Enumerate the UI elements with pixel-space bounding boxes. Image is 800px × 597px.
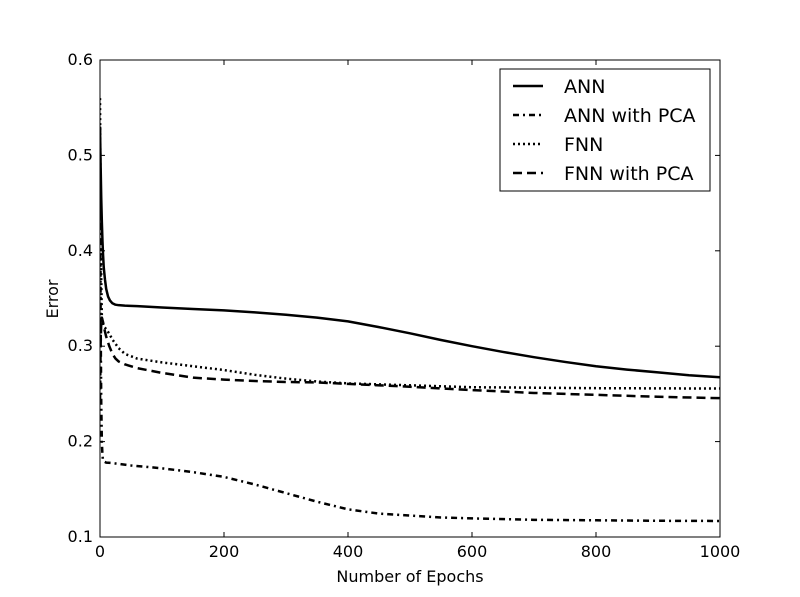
legend-label-1: ANN bbox=[564, 76, 605, 98]
series-layer bbox=[100, 98, 720, 523]
legend-box bbox=[499, 68, 711, 192]
tick-labels-layer: 0 200 400 600 800 1000 0.1 0.2 0.3 0.4 0.5 0.6 bbox=[68, 50, 741, 561]
y-tick-label: 0.1 bbox=[68, 527, 93, 546]
x-tick-label: 200 bbox=[209, 542, 240, 561]
series-line-3 bbox=[100, 98, 720, 390]
legend-label-3: FNN bbox=[564, 134, 603, 156]
x-tick-label: 600 bbox=[457, 542, 488, 561]
series-line-2 bbox=[100, 126, 720, 523]
y-tick-label: 0.4 bbox=[68, 241, 93, 260]
y-axis-label: Error bbox=[43, 279, 62, 318]
x-axis-label: Number of Epochs bbox=[336, 567, 483, 586]
plot-area-frame bbox=[99, 59, 721, 538]
legend: ANN ANN with PCA FNN FNN with PCA bbox=[499, 68, 711, 192]
series-line-1 bbox=[100, 126, 720, 379]
legend-label-2: ANN with PCA bbox=[564, 105, 696, 127]
y-tick-label: 0.2 bbox=[68, 432, 93, 451]
series-line-4 bbox=[100, 316, 720, 404]
x-tick-label: 400 bbox=[333, 542, 364, 561]
x-tick-label: 800 bbox=[581, 542, 612, 561]
legend-label-4: FNN with PCA bbox=[564, 163, 693, 185]
y-tick-label: 0.6 bbox=[68, 50, 93, 69]
y-tick-label: 0.3 bbox=[68, 336, 93, 355]
x-tick-label: 1000 bbox=[700, 542, 741, 561]
y-tick-label: 0.5 bbox=[68, 145, 93, 164]
x-tick-label: 0 bbox=[95, 542, 105, 561]
ticks-layer bbox=[99, 59, 721, 538]
legend-entries: ANN ANN with PCA FNN FNN with PCA bbox=[513, 76, 696, 185]
